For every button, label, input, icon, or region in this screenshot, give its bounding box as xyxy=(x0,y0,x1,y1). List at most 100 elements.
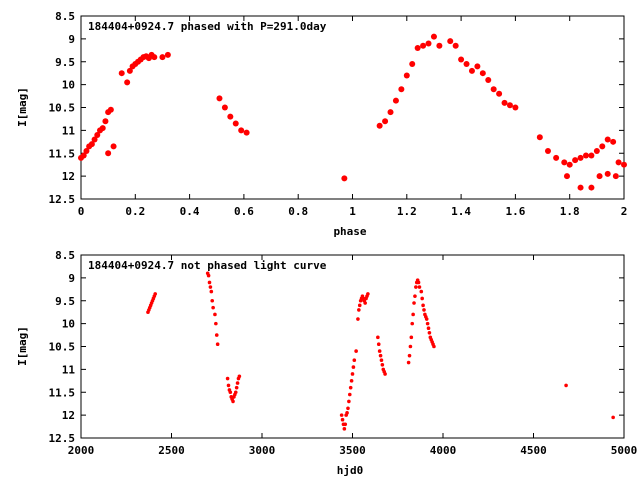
unphased-data-point xyxy=(416,280,421,285)
phased-data-point xyxy=(577,184,584,191)
phased-data-point xyxy=(216,95,223,102)
phased-data-point xyxy=(496,90,503,97)
unphased-xtick-label: 5000 xyxy=(611,444,638,457)
unphased-data-point xyxy=(414,285,418,289)
unphased-xtick-label: 4000 xyxy=(430,444,457,457)
phased-data-point xyxy=(376,122,383,129)
phased-data-point xyxy=(452,42,459,49)
unphased-data-point xyxy=(417,285,422,289)
unphased-data-point xyxy=(363,301,367,305)
phased-data-point xyxy=(447,38,454,45)
unphased-xtick-label: 4500 xyxy=(520,444,547,457)
phased-data-point xyxy=(610,138,617,145)
phased-data-point xyxy=(420,42,427,49)
phased-data-point xyxy=(126,67,133,74)
unphased-ticks: 2000 2500 3000 3500 4000 4500 5000 8.5 9 9.5 10 10.… xyxy=(49,249,638,457)
phased-xtick-label: 0.4 xyxy=(180,205,200,218)
phased-data-point xyxy=(118,70,125,77)
unphased-data-point xyxy=(420,296,424,301)
phased-xtick-label: 0 xyxy=(78,205,85,218)
phased-data-point xyxy=(151,54,158,61)
unphased-data-point xyxy=(427,330,432,335)
unphased-data-point xyxy=(347,392,352,397)
phased-data-point xyxy=(596,173,603,180)
unphased-data-point xyxy=(226,383,231,388)
phased-data-point xyxy=(458,56,465,63)
unphased-data-point xyxy=(376,342,381,347)
unphased-xtick-label: 3500 xyxy=(339,444,366,457)
unphased-data-point xyxy=(410,321,415,326)
unphased-data-point xyxy=(421,303,425,308)
unphased-points xyxy=(146,271,615,431)
unphased-data-point xyxy=(380,363,385,367)
phased-data-point xyxy=(561,159,568,166)
phased-data-point xyxy=(501,99,508,106)
unphased-data-point xyxy=(422,308,426,312)
phased-data-point xyxy=(463,61,470,68)
phased-ytick-label: 8.5 xyxy=(55,10,75,23)
phased-data-point xyxy=(99,125,106,132)
unphased-data-point xyxy=(207,280,212,285)
unphased-ytick-label: 12 xyxy=(62,409,75,422)
unphased-data-point xyxy=(564,383,568,388)
phased-ytick-label: 9 xyxy=(68,33,75,46)
unphased-data-point xyxy=(408,344,413,349)
unphased-data-point xyxy=(411,312,415,317)
phased-data-point xyxy=(479,70,486,77)
phased-data-point xyxy=(164,51,171,58)
phased-data-point xyxy=(512,104,519,111)
phased-xtick-label: 0.8 xyxy=(288,205,308,218)
phased-data-point xyxy=(468,67,475,74)
phased-data-point xyxy=(94,131,101,138)
phased-xtick-label: 0.6 xyxy=(234,205,254,218)
phased-data-point xyxy=(604,136,611,143)
phased-ytick-label: 10.5 xyxy=(49,102,76,115)
unphased-ytick-label: 10.5 xyxy=(49,341,76,354)
phased-data-point xyxy=(588,184,595,191)
unphased-data-point xyxy=(209,289,214,294)
phased-data-point xyxy=(582,152,589,159)
phased-xtick-label: 1.6 xyxy=(505,205,525,218)
unphased-data-point xyxy=(426,326,431,331)
unphased-data-point xyxy=(366,292,370,296)
unphased-ylabel: I[mag] xyxy=(16,326,29,366)
phased-data-point xyxy=(243,129,250,136)
phased-data-point xyxy=(387,109,394,116)
unphased-data-point xyxy=(233,390,238,395)
phased-xtick-label: 2 xyxy=(621,205,628,218)
unphased-data-point xyxy=(231,399,235,404)
unphased-xtick-label: 2000 xyxy=(68,444,95,457)
unphased-title: 184404+0924.7 not phased light curve xyxy=(88,259,327,272)
phased-xtick-label: 0.2 xyxy=(125,205,145,218)
unphased-data-point xyxy=(354,349,358,353)
phased-data-point xyxy=(102,118,109,125)
phased-data-point xyxy=(593,147,600,154)
phased-data-point xyxy=(536,134,543,141)
phased-ytick-label: 11 xyxy=(62,124,76,137)
phased-data-point xyxy=(425,40,432,47)
phased-data-point xyxy=(221,104,228,111)
unphased-data-point xyxy=(383,372,387,376)
phased-data-point xyxy=(124,79,131,86)
phased-data-point xyxy=(392,97,399,104)
unphased-ytick-label: 11.5 xyxy=(49,386,76,399)
phased-data-point xyxy=(544,147,551,154)
phased-data-point xyxy=(604,170,611,177)
unphased-data-point xyxy=(208,285,213,289)
unphased-data-point xyxy=(206,273,211,278)
unphased-ytick-label: 10 xyxy=(62,318,75,331)
phased-data-point xyxy=(80,152,87,159)
unphased-data-point xyxy=(214,321,218,326)
phased-ytick-label: 11.5 xyxy=(49,147,76,160)
unphased-data-point xyxy=(376,335,380,340)
unphased-data-point xyxy=(412,301,416,305)
unphased-data-point xyxy=(339,413,344,417)
phased-data-point xyxy=(341,175,348,182)
phased-data-point xyxy=(572,157,579,164)
unphased-data-point xyxy=(407,353,412,358)
unphased-xtick-label: 3000 xyxy=(249,444,276,457)
unphased-data-point xyxy=(352,358,357,363)
unphased-ytick-label: 9 xyxy=(68,272,75,285)
unphased-data-point xyxy=(235,381,240,385)
phased-ytick-label: 10 xyxy=(62,79,75,92)
